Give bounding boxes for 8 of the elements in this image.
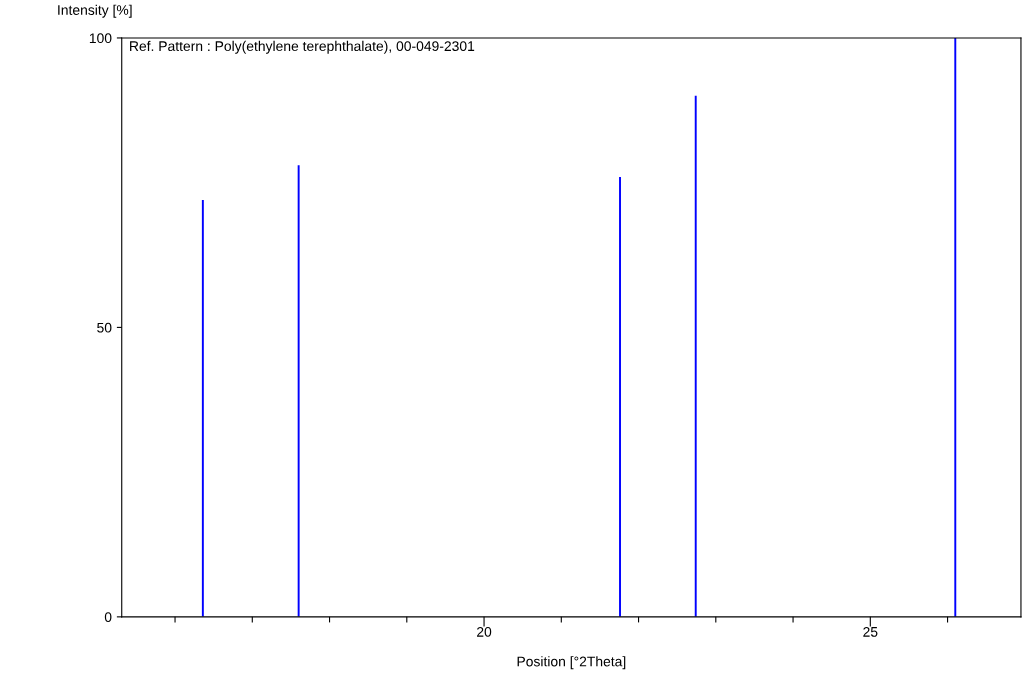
x-axis-title: Position [°2Theta] bbox=[517, 656, 626, 670]
x-tick-label: 20 bbox=[477, 626, 492, 637]
y-tick-label: 50 bbox=[97, 322, 112, 333]
annotation: Ref. Pattern : Poly(ethylene terephthalate), 00-049-2301 bbox=[130, 40, 475, 54]
y-axis-title: Intensity [%] bbox=[58, 4, 132, 18]
y-tick-label: 0 bbox=[104, 612, 112, 623]
x-tick-label: 25 bbox=[863, 626, 878, 637]
y-tick-label: 100 bbox=[89, 33, 112, 44]
